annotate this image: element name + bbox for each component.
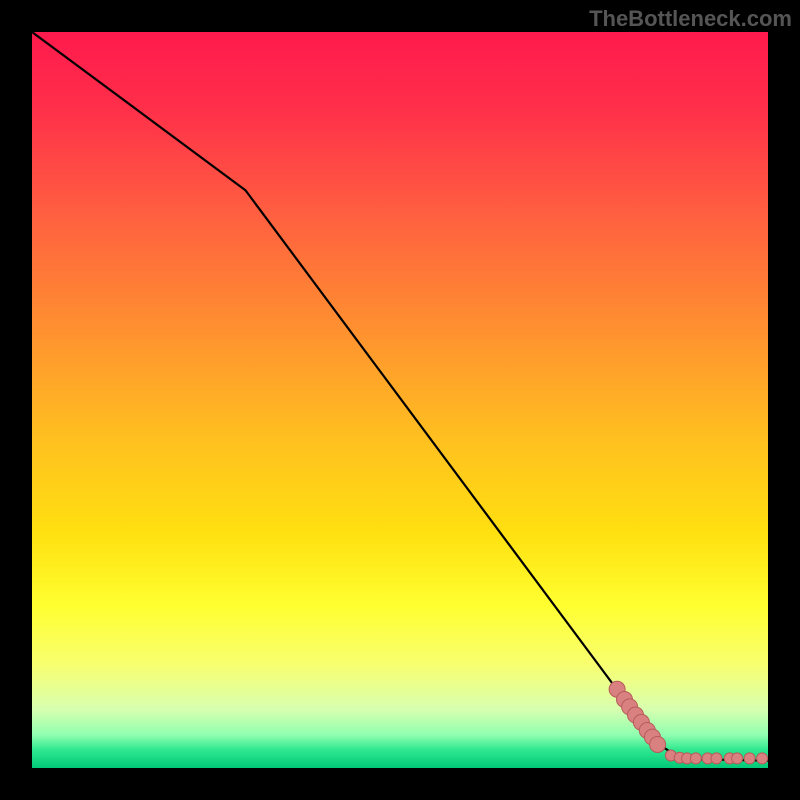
- gradient-background: [32, 32, 768, 768]
- chart-container: TheBottleneck.com: [0, 0, 800, 800]
- watermark-text: TheBottleneck.com: [589, 6, 792, 32]
- plot-area: [32, 32, 768, 768]
